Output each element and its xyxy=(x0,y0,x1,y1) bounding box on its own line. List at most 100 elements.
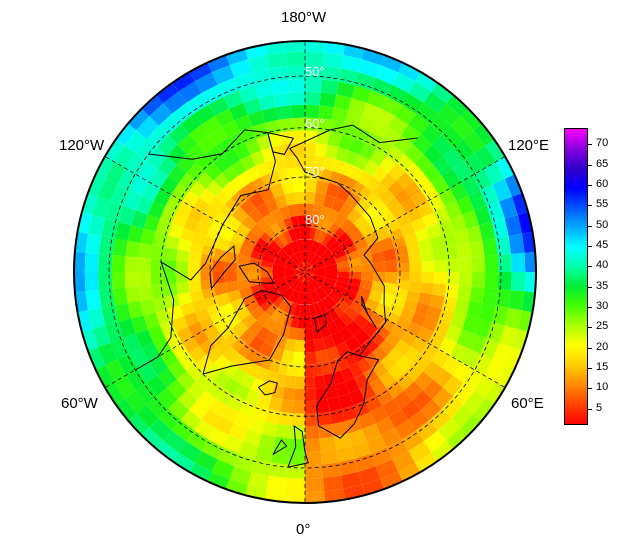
grid-cell xyxy=(406,290,421,303)
grid-cell xyxy=(99,236,115,256)
grid-cell xyxy=(273,236,285,249)
grid-cell xyxy=(508,233,525,254)
grid-cell xyxy=(176,326,193,343)
grid-cell xyxy=(167,144,187,165)
grid-cell xyxy=(305,505,327,520)
grid-cell xyxy=(266,244,279,256)
grid-cell xyxy=(231,206,249,223)
lon-label-60w: 60°W xyxy=(61,395,98,412)
grid-cell xyxy=(186,93,209,114)
grid-cell xyxy=(228,102,248,121)
grid-cell xyxy=(385,332,401,348)
grid-cell xyxy=(466,225,483,243)
grid-cell xyxy=(372,182,388,198)
grid-cell xyxy=(364,231,380,246)
grid-cell xyxy=(221,120,240,139)
grid-cell xyxy=(239,328,256,346)
grid-cell xyxy=(337,272,350,278)
meridian-line xyxy=(74,134,304,272)
grid-cell xyxy=(357,357,373,374)
grid-cell xyxy=(284,274,297,283)
grid-cell xyxy=(239,198,256,216)
grid-cell xyxy=(471,272,486,288)
grid-cell xyxy=(293,303,301,317)
data-field xyxy=(74,41,553,520)
grid-cell xyxy=(325,263,338,272)
grid-cell xyxy=(372,346,388,362)
grid-cell xyxy=(325,346,341,362)
grid-cell xyxy=(386,380,405,399)
grid-cell xyxy=(103,86,130,113)
grid-cell xyxy=(281,180,295,195)
grid-cell xyxy=(538,272,553,294)
grid-cell xyxy=(317,230,328,244)
grid-cell xyxy=(525,187,536,212)
grid-cell xyxy=(273,92,291,108)
grid-cell xyxy=(197,135,217,154)
grid-cell xyxy=(227,394,246,412)
grid-cell xyxy=(294,191,305,205)
grid-cell xyxy=(307,280,316,293)
grid-cell xyxy=(345,150,360,166)
coastline xyxy=(361,295,377,328)
grid-cell xyxy=(433,272,447,285)
grid-cell xyxy=(248,191,265,209)
grid-cell xyxy=(251,68,272,86)
grid-cell xyxy=(288,240,300,254)
grid-cell xyxy=(268,132,283,148)
grid-cell xyxy=(101,218,119,239)
grid-cell xyxy=(468,333,487,354)
grid-cell xyxy=(293,227,301,241)
grid-cell xyxy=(358,186,373,202)
grid-cell xyxy=(238,441,259,459)
grid-cell xyxy=(163,247,178,261)
grid-cell xyxy=(173,41,201,57)
grid-cell xyxy=(429,113,452,136)
grid-cell xyxy=(255,162,270,178)
grid-cell xyxy=(205,380,224,399)
grid-cell xyxy=(388,409,409,428)
grid-cell xyxy=(349,389,365,406)
grid-cell xyxy=(177,238,193,252)
grid-cell xyxy=(463,153,484,176)
grid-cell xyxy=(183,217,199,232)
grid-cell xyxy=(146,147,167,169)
grid-cell xyxy=(429,235,445,250)
grid-cell xyxy=(263,212,277,228)
grid-cell xyxy=(415,420,438,442)
grid-cell xyxy=(189,290,204,303)
grid-cell xyxy=(250,378,265,394)
grid-cell xyxy=(165,194,183,213)
grid-cell xyxy=(325,41,349,42)
grid-cell xyxy=(168,123,190,145)
grid-cell xyxy=(357,411,376,430)
grid-cell xyxy=(224,261,238,272)
grid-cell xyxy=(220,41,245,52)
grid-cell xyxy=(432,283,447,297)
grid-cell xyxy=(397,262,410,272)
grid-cell xyxy=(495,414,521,441)
grid-cell xyxy=(170,69,195,92)
grid-cell xyxy=(357,114,376,133)
grid-cell xyxy=(305,155,316,168)
colorbar-tick-label: 5 xyxy=(596,401,603,414)
grid-cell xyxy=(414,153,434,173)
grid-cell xyxy=(215,236,231,252)
grid-cell xyxy=(176,201,193,218)
grid-cell xyxy=(398,59,423,82)
grid-cell xyxy=(345,378,360,394)
grid-cell xyxy=(393,390,413,409)
grid-cell xyxy=(415,452,440,475)
grid-cell xyxy=(227,289,242,303)
grid-cell xyxy=(125,106,150,131)
grid-cell xyxy=(315,143,328,157)
grid-cell xyxy=(298,263,307,274)
grid-cell xyxy=(359,279,373,290)
grid-cell xyxy=(214,416,235,436)
grid-cell xyxy=(354,154,370,171)
grid-cell xyxy=(335,341,352,358)
grid-cell xyxy=(480,431,507,458)
grid-cell xyxy=(278,411,293,426)
grid-cell xyxy=(343,289,358,301)
grid-cell xyxy=(157,156,177,177)
